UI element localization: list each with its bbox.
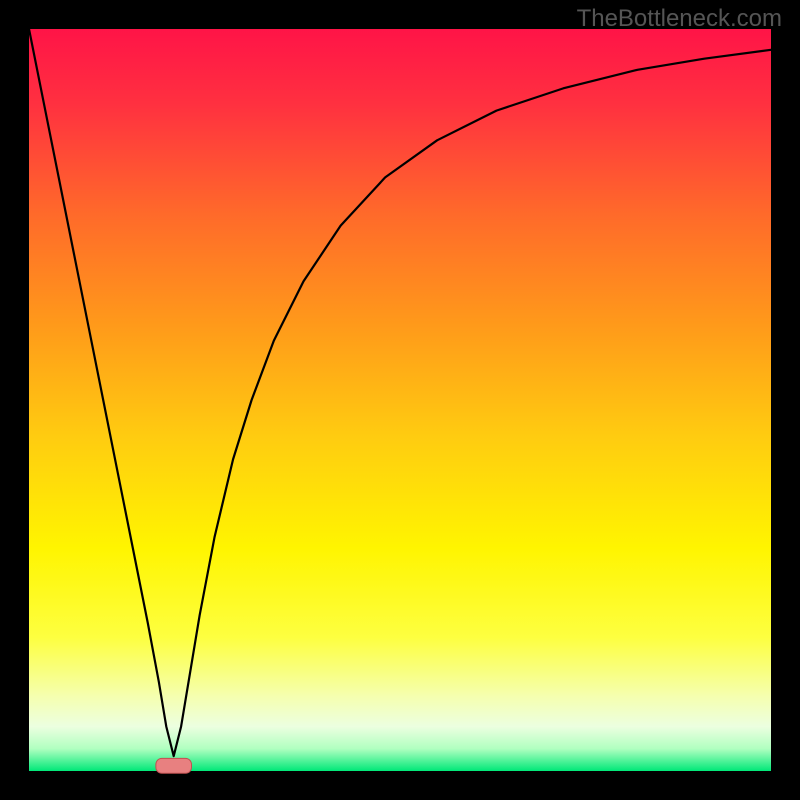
chart-container: TheBottleneck.com [0,0,800,800]
plot-background-gradient [29,29,771,771]
watermark-text: TheBottleneck.com [577,5,782,33]
chart-svg [0,0,800,800]
min-marker [156,758,192,773]
